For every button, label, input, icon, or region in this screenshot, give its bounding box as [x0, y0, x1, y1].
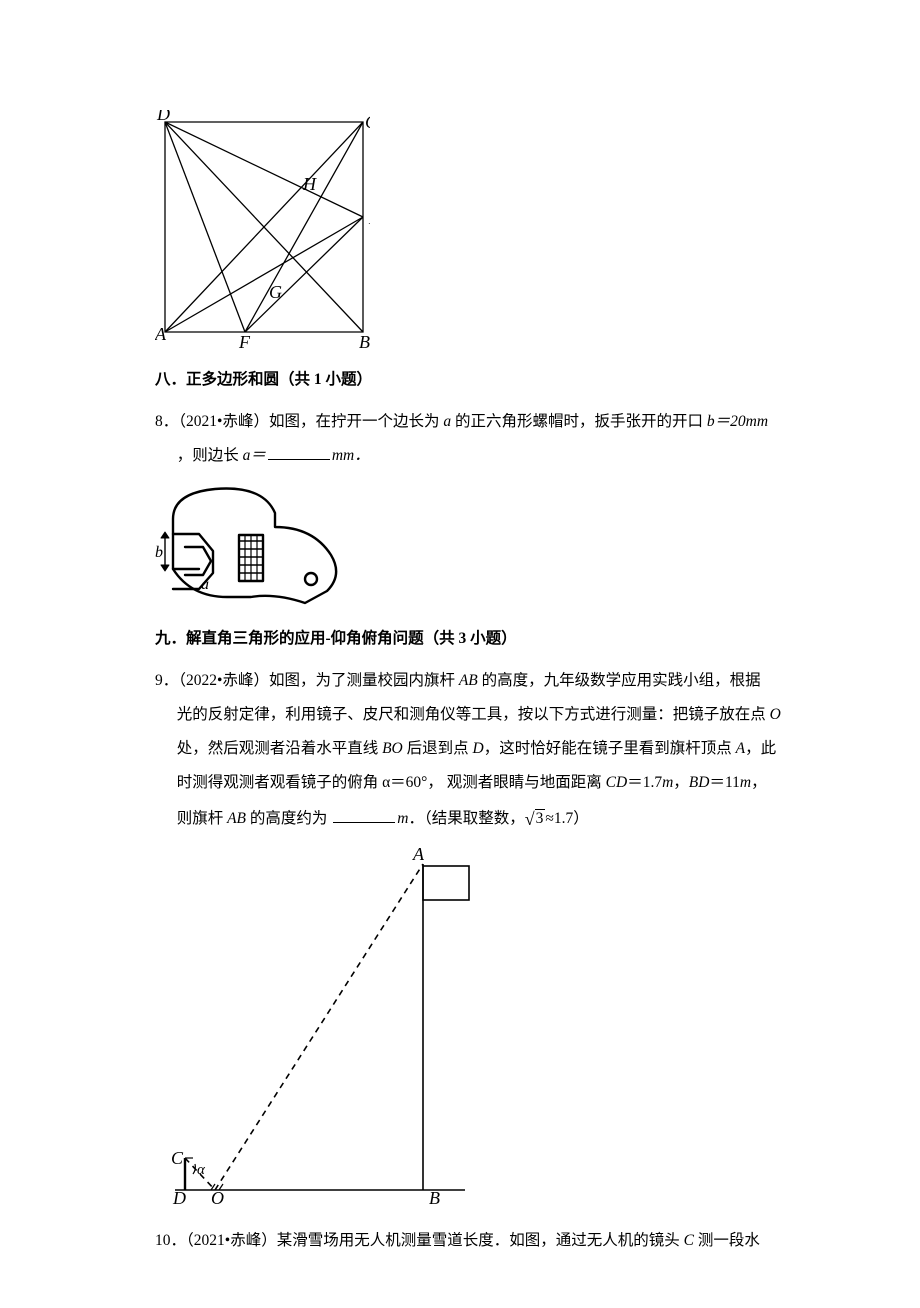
q9-approx: ≈1.7）	[545, 810, 588, 827]
q9-CD: CD	[606, 774, 628, 791]
q9-l3b: 后退到点	[403, 740, 473, 757]
q10-C: C	[684, 1232, 694, 1249]
q9-comma2: ，	[751, 774, 767, 791]
q9-l5c: ．（结果取整数，	[408, 810, 524, 827]
svg-text:b: b	[155, 544, 163, 561]
q8-mm1: mm	[746, 413, 768, 430]
svg-text:B: B	[359, 332, 370, 350]
q8-blank	[268, 444, 330, 460]
svg-text:D: D	[172, 1188, 186, 1206]
q8-mm2: mm．	[332, 447, 370, 464]
svg-text:E: E	[368, 208, 370, 228]
svg-text:F: F	[238, 332, 251, 350]
q9-l3c: ，这时恰好能在镜子里看到旗杆顶点	[484, 740, 736, 757]
q9-m3: m	[397, 810, 408, 827]
svg-text:B: B	[429, 1188, 440, 1206]
q9-m1: m	[662, 774, 673, 791]
q8-number: 8．	[155, 413, 178, 430]
figure-flagpole: A B D O C α	[165, 844, 825, 1206]
svg-text:D: D	[156, 110, 170, 124]
q9-l4b: ＝1.7	[627, 774, 662, 791]
q10-tb: 测一段水	[694, 1232, 760, 1249]
svg-text:A: A	[412, 844, 425, 864]
section-8-header: 八．正多边形和圆（共 1 小题）	[155, 368, 825, 393]
q9-m2: m	[740, 774, 751, 791]
svg-text:A: A	[155, 324, 167, 344]
q9-l4c: ＝11	[709, 774, 739, 791]
flagpole-svg: A B D O C α	[165, 844, 475, 1206]
q9-l3a: 处，然后观测者沿着水平直线	[177, 740, 382, 757]
q8-t1b: 的正六角形螺帽时，扳手张开的开口	[451, 413, 707, 430]
q9-A: A	[736, 740, 745, 757]
svg-text:G: G	[269, 282, 282, 302]
section-9-header: 九．解直角三角形的应用-仰角俯角问题（共 3 小题）	[155, 627, 825, 652]
q9-l1a: 如图，为了测量校园内旗杆	[269, 672, 459, 689]
q9-BO: BO	[382, 740, 403, 757]
svg-text:a: a	[201, 576, 209, 593]
q8-source: （2021•赤峰）	[178, 413, 269, 430]
q8-eq: b＝20	[707, 413, 746, 430]
q9-source: （2022•赤峰）	[178, 672, 269, 689]
q9-l5b: 的高度约为	[246, 810, 331, 827]
q9-BD: BD	[689, 774, 710, 791]
svg-text:C: C	[365, 112, 370, 132]
svg-text:H: H	[302, 174, 317, 194]
q9-D: D	[473, 740, 484, 757]
q9-O: O	[770, 706, 781, 723]
q8-t2a: ，则边长	[177, 447, 243, 464]
question-10: 10．（2021•赤峰）某滑雪场用无人机测量雪道长度．如图，通过无人机的镜头 C…	[155, 1224, 825, 1258]
q10-ta: 某滑雪场用无人机测量雪道长度．如图，通过无人机的镜头	[277, 1232, 684, 1249]
square-svg: D C E H G A F B	[155, 110, 370, 350]
q9-number: 9．	[155, 672, 178, 689]
question-9: 9．（2022•赤峰）如图，为了测量校园内旗杆 AB 的高度，九年级数学应用实践…	[155, 664, 825, 840]
svg-text:O: O	[211, 1188, 224, 1206]
wrench-svg: b a	[155, 479, 345, 609]
figure-square: D C E H G A F B	[155, 110, 825, 350]
svg-text:α: α	[197, 1162, 206, 1178]
q10-number: 10．	[155, 1232, 186, 1249]
sqrt3: √3	[525, 810, 546, 827]
q9-l5a: 则旗杆	[177, 810, 227, 827]
q9-AB1: AB	[459, 672, 478, 689]
q9-comma1: ，	[673, 774, 689, 791]
svg-text:C: C	[171, 1148, 184, 1168]
q9-l4a: 时测得观测者观看镜子的俯角 α＝60°， 观测者眼睛与地面距离	[177, 774, 606, 791]
question-8: 8．（2021•赤峰）如图，在拧开一个边长为 a 的正六角形螺帽时，扳手张开的开…	[155, 405, 825, 473]
q9-l2: 光的反射定律，利用镜子、皮尺和测角仪等工具，按以下方式进行测量：把镜子放在点	[177, 706, 770, 723]
figure-wrench: b a	[155, 479, 825, 609]
q8-var-a: a	[443, 413, 451, 430]
q9-AB2: AB	[227, 810, 246, 827]
q9-l1b: 的高度，九年级数学应用实践小组，根据	[478, 672, 761, 689]
q9-blank	[333, 808, 395, 824]
q8-t1a: 如图，在拧开一个边长为	[269, 413, 443, 430]
q10-source: （2021•赤峰）	[186, 1232, 277, 1249]
q8-a-eq: a＝	[243, 447, 266, 464]
q9-l3d: ，此	[745, 740, 776, 757]
